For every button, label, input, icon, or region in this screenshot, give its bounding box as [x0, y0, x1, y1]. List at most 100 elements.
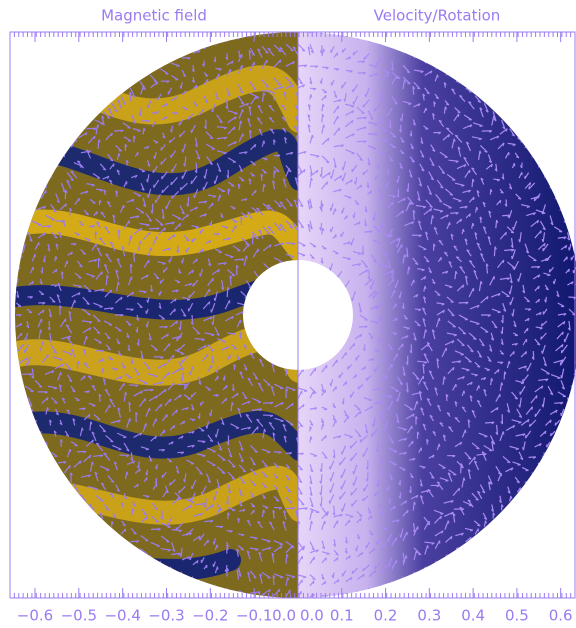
- arrow-head: [366, 378, 367, 381]
- arrow-head: [459, 82, 462, 83]
- arrow: [369, 37, 374, 42]
- arrow-head: [543, 456, 544, 459]
- arrow-head: [175, 309, 176, 312]
- arrow-head: [553, 281, 554, 284]
- arrow-head: [397, 245, 398, 248]
- arrow-head: [509, 215, 510, 218]
- arrow-head: [131, 277, 132, 280]
- arrow-head: [154, 156, 155, 159]
- arrow-head: [39, 435, 40, 438]
- arrow: [321, 496, 322, 506]
- arrow: [436, 561, 443, 566]
- arrow-head: [150, 563, 152, 565]
- arrow: [414, 572, 415, 581]
- arrow-head: [47, 178, 48, 181]
- arrow-head: [359, 516, 362, 517]
- arrow-head: [87, 336, 88, 339]
- arrow: [56, 157, 58, 167]
- arrow-head: [287, 366, 288, 369]
- arrow-head: [54, 402, 57, 403]
- x-tick-label: −0.4: [104, 607, 140, 625]
- arrow-head: [331, 176, 332, 179]
- arrow-head: [287, 467, 290, 468]
- arrow-head: [241, 549, 244, 550]
- arrow-head: [541, 231, 542, 234]
- arrow: [286, 243, 295, 244]
- arrow-head: [375, 124, 378, 125]
- arrow-head: [222, 473, 225, 474]
- arrow-head: [146, 423, 147, 426]
- arrow-head: [276, 500, 279, 501]
- arrow-head: [500, 200, 501, 203]
- panel-title: Magnetic field: [101, 7, 207, 25]
- arrow-head: [177, 66, 180, 67]
- arrow-head: [171, 182, 172, 185]
- arrow-head: [562, 195, 564, 197]
- arrow-head: [178, 497, 179, 500]
- arrow-head: [370, 191, 371, 194]
- x-tick-label: −0.5: [61, 607, 97, 625]
- arrow-head: [169, 372, 170, 375]
- arrow-head: [217, 545, 218, 548]
- arrow-head: [352, 571, 353, 574]
- arrow-head: [400, 583, 401, 586]
- arrow-head: [417, 401, 418, 404]
- arrow-head: [384, 428, 385, 431]
- arrow-head: [326, 162, 329, 163]
- arrow-head: [509, 291, 510, 294]
- arrow-head: [518, 279, 519, 282]
- arrow: [34, 420, 36, 428]
- arrow-head: [369, 400, 372, 401]
- arrow-head: [407, 328, 410, 329]
- arrow-head: [95, 489, 98, 490]
- arrow: [172, 530, 182, 531]
- arrow-head: [430, 56, 431, 59]
- arrow-head: [97, 321, 100, 322]
- arrow-head: [52, 301, 55, 302]
- arrow-head: [128, 325, 131, 326]
- arrow-head: [119, 153, 120, 156]
- arrow-head: [501, 353, 504, 354]
- arrow-head: [173, 355, 174, 358]
- arrow-head: [353, 471, 354, 474]
- arrow-head: [255, 451, 258, 452]
- arrow-head: [342, 178, 343, 181]
- arrow-head: [289, 502, 292, 503]
- arrow-head: [210, 138, 213, 139]
- arrow-head: [459, 488, 460, 491]
- arrow-head: [189, 578, 190, 581]
- arrow-head: [148, 195, 149, 198]
- arrow-head: [446, 128, 449, 129]
- x-tick-label: 0.5: [505, 607, 529, 625]
- arrow-head: [539, 466, 542, 467]
- arrow-head: [325, 581, 326, 584]
- x-tick-label: 0.0: [300, 607, 324, 625]
- arrow-head: [376, 306, 377, 309]
- arrow-head: [511, 496, 512, 499]
- arrow-head: [480, 126, 483, 127]
- arrow-head: [224, 153, 227, 154]
- arrow-head: [275, 488, 278, 489]
- arrow-head: [302, 50, 305, 51]
- arrow-head: [498, 369, 499, 372]
- arrow-head: [270, 26, 272, 28]
- arrow-head: [477, 525, 480, 526]
- arrow-head: [284, 24, 286, 26]
- x-tick-label: −0.2: [192, 607, 228, 625]
- arrow-head: [267, 208, 270, 209]
- arrow-head: [89, 414, 90, 417]
- arrow-head: [352, 298, 353, 301]
- arrow-head: [303, 577, 306, 578]
- arrow-head: [180, 223, 181, 226]
- arrow: [538, 463, 541, 468]
- arrow: [176, 572, 181, 577]
- arrow-head: [214, 298, 215, 301]
- arrow-head: [27, 363, 28, 366]
- arrow-head: [350, 517, 353, 518]
- arrow-head: [477, 207, 478, 210]
- arrow-head: [78, 278, 81, 279]
- arrow-head: [196, 85, 197, 88]
- arrow-head: [516, 449, 519, 450]
- arrow: [555, 195, 564, 199]
- arrow-head: [30, 415, 31, 418]
